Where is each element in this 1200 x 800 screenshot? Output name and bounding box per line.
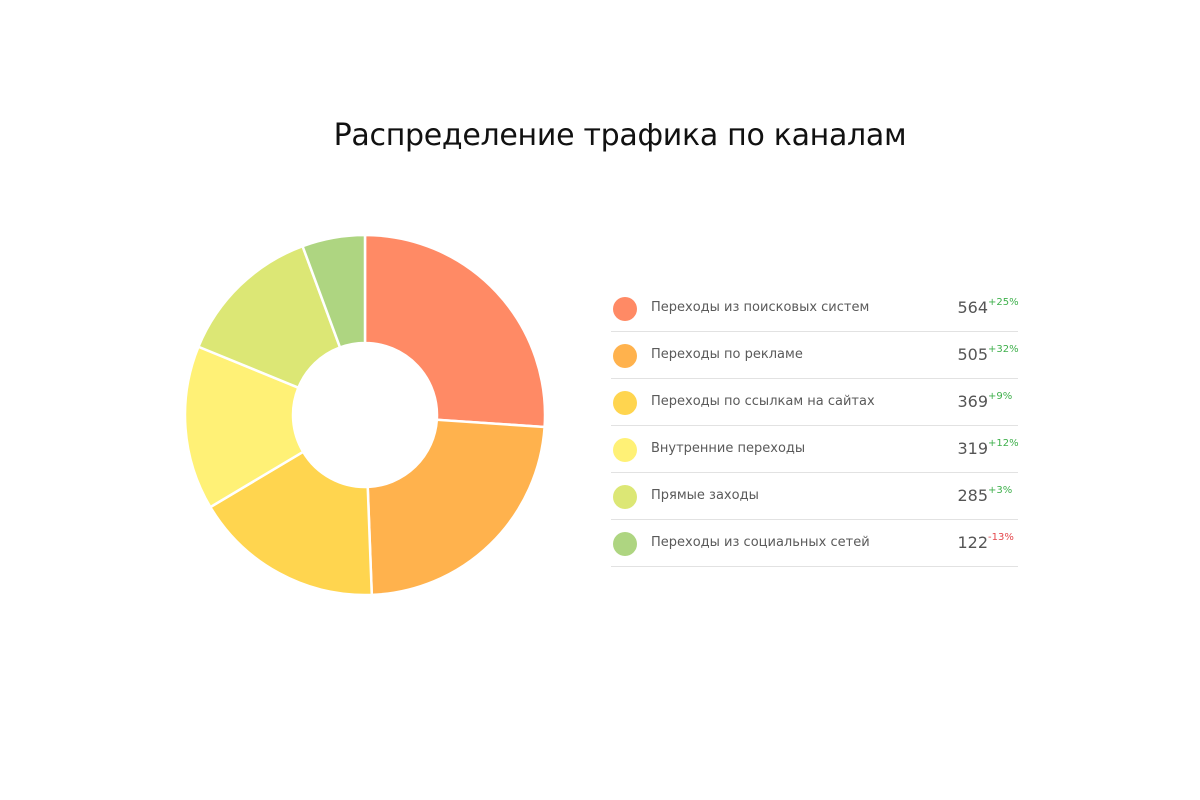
legend-row: Переходы из социальных сетей 122 -13% <box>611 520 1018 567</box>
donut-slice-2 <box>366 418 546 597</box>
legend-change: +12% <box>988 438 1019 449</box>
donut-chart <box>183 233 547 597</box>
legend-color-dot <box>613 297 637 321</box>
legend-row: Переходы по ссылкам на сайтах 369 +9% <box>611 379 1018 426</box>
legend-value: 369 <box>957 392 988 411</box>
legend-label: Прямые заходы <box>651 488 759 503</box>
legend-color-dot <box>613 344 637 368</box>
legend-change: -13% <box>988 532 1014 543</box>
legend-label: Переходы по ссылкам на сайтах <box>651 394 875 409</box>
legend-change: +9% <box>988 391 1013 402</box>
donut-slice-5 <box>196 244 342 390</box>
donut-slice-4 <box>183 345 305 509</box>
legend-change: +25% <box>988 297 1019 308</box>
chart-legend: Переходы из поисковых систем 564 +25% Перех… <box>611 285 1019 567</box>
legend-label: Внутренние переходы <box>651 441 806 456</box>
legend-row: Прямые заходы 285 +3% <box>611 473 1018 520</box>
donut-slice-6 <box>300 233 367 350</box>
legend-change: +3% <box>988 485 1013 496</box>
legend-row: Внутренние переходы 319 +12% <box>611 426 1019 473</box>
legend-label: Переходы по рекламе <box>651 347 803 362</box>
legend-value: 122 <box>957 533 988 552</box>
legend-color-dot <box>613 485 637 509</box>
legend-row: Переходы из поисковых систем 564 +25% <box>611 285 1019 332</box>
legend-value: 505 <box>957 345 988 364</box>
legend-label: Переходы из социальных сетей <box>651 535 870 550</box>
donut-slice-1 <box>363 233 547 429</box>
chart-title: Распределение трафика по каналам <box>333 118 907 153</box>
legend-color-dot <box>613 391 637 415</box>
legend-label: Переходы из поисковых систем <box>651 300 870 315</box>
legend-color-dot <box>613 532 637 556</box>
legend-color-dot <box>613 438 637 462</box>
legend-value: 319 <box>957 439 988 458</box>
donut-slice-3 <box>208 450 374 597</box>
legend-value: 564 <box>957 298 988 317</box>
legend-value: 285 <box>957 486 988 505</box>
legend-row: Переходы по рекламе 505 +32% <box>611 332 1019 379</box>
legend-change: +32% <box>988 344 1019 355</box>
